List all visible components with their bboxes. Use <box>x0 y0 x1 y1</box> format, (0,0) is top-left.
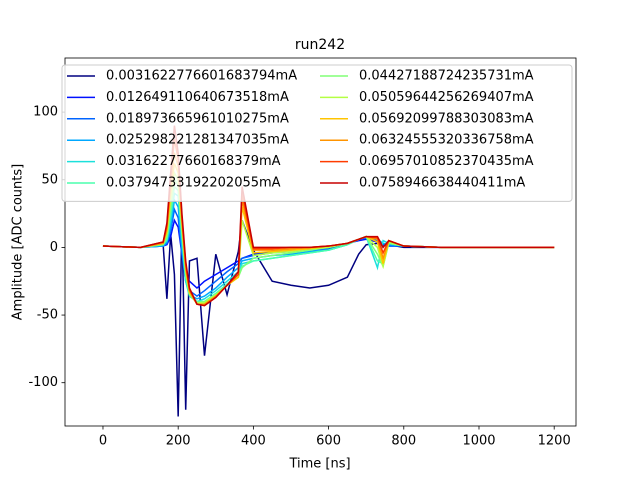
legend-label: 0.04427188724235731mA <box>359 69 534 84</box>
axes-frame <box>64 57 577 427</box>
y-axis-label: Amplitude [ADC counts] <box>11 164 26 320</box>
legend-label: 0.05059644256269407mA <box>359 90 534 105</box>
y-tick-label: -100 <box>28 375 58 390</box>
y-tick-label: -50 <box>37 308 58 323</box>
x-tick-label: 1000 <box>462 434 495 449</box>
legend-label: 0.06324555320336758mA <box>359 133 534 148</box>
legend-label: 0.0758946638440411mA <box>359 176 525 191</box>
x-tick-label: 800 <box>391 434 416 449</box>
y-tick-label: 100 <box>33 105 58 120</box>
chart-title: run242 <box>295 37 345 53</box>
legend-label: 0.012649110640673518mA <box>106 90 289 105</box>
legend-label: 0.06957010852370435mA <box>359 154 534 169</box>
legend-label: 0.025298221281347035mA <box>106 133 289 148</box>
x-tick-label: 200 <box>166 434 191 449</box>
legend-label: 0.03794733192202055mA <box>106 176 281 191</box>
legend-label: 0.03162277660168379mA <box>106 154 281 169</box>
x-tick-label: 600 <box>316 434 341 449</box>
y-tick-label: 50 <box>41 172 58 187</box>
legend-label: 0.018973665961010275mA <box>106 111 289 126</box>
x-tick-label: 0 <box>99 434 107 449</box>
x-tick-label: 400 <box>241 434 266 449</box>
x-tick-label: 1200 <box>538 434 571 449</box>
legend-label: 0.05692099788303083mA <box>359 111 534 126</box>
x-axis-label: Time [ns] <box>288 457 350 472</box>
legend-label: 0.0031622776601683794mA <box>106 69 297 84</box>
legend-box <box>61 64 573 202</box>
y-tick-label: 0 <box>50 240 58 255</box>
